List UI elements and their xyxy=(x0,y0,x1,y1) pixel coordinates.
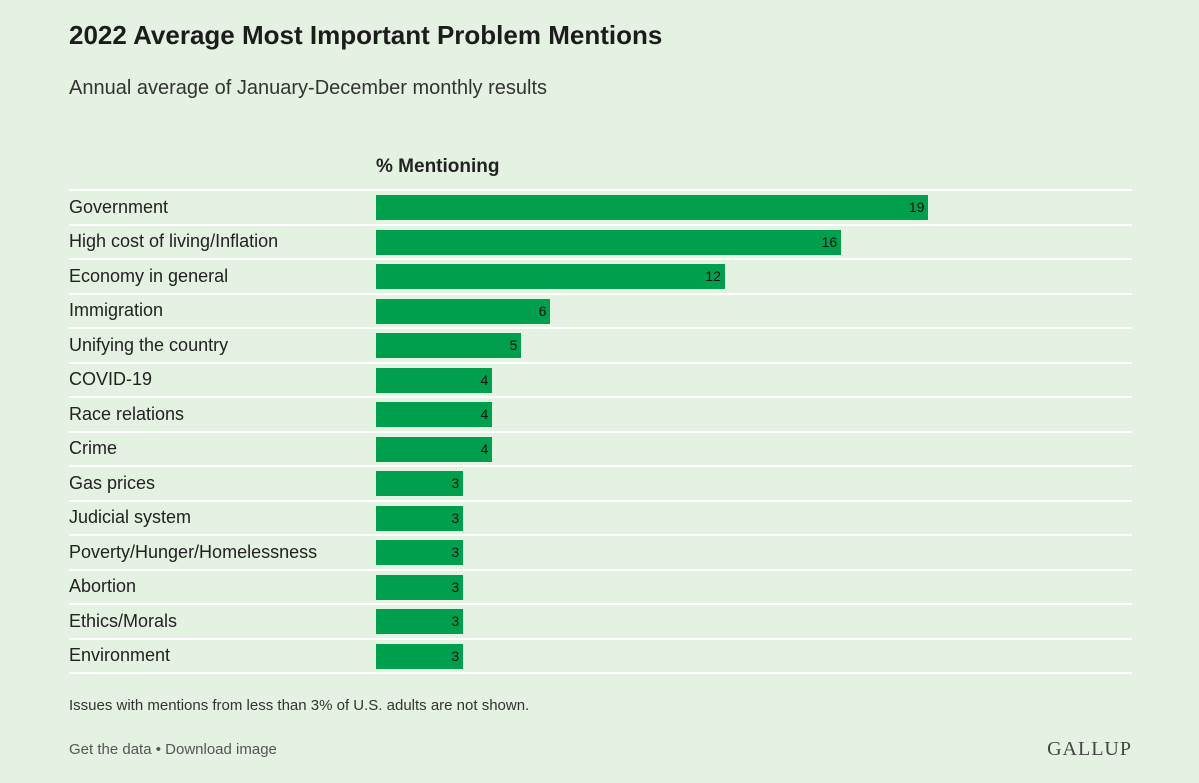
bar-value-label: 3 xyxy=(451,613,460,629)
category-label: Abortion xyxy=(69,576,137,597)
chart-row: Ethics/Morals 3 xyxy=(69,603,1132,638)
bar xyxy=(376,264,725,289)
category-label: Race relations xyxy=(69,403,185,424)
chart-row: Crime 4 xyxy=(69,430,1132,466)
bar-value-label: 19 xyxy=(908,199,925,215)
bar-value-label: 3 xyxy=(451,647,460,664)
value-column-header: % Mentioning xyxy=(376,156,500,177)
gallup-logo: GALLUP xyxy=(1047,738,1132,760)
category-label: Gas prices xyxy=(69,472,156,493)
bar-value-label: 3 xyxy=(451,578,460,595)
get-data-link[interactable]: Get the data xyxy=(69,741,152,758)
category-label: High cost of living/Inflation xyxy=(69,231,279,252)
category-label: Unifying the country xyxy=(69,334,229,355)
bar-value-label: 16 xyxy=(821,233,838,250)
bar xyxy=(376,574,464,600)
chart-row: COVID-19 4 xyxy=(69,361,1132,397)
footer-links: Get the data • Download image xyxy=(69,741,277,758)
bar xyxy=(376,229,842,255)
bar xyxy=(376,402,493,427)
chart-row: Economy in general 12 xyxy=(69,258,1132,293)
chart-subtitle: Annual average of January-December month… xyxy=(69,77,548,99)
category-label: Environment xyxy=(69,645,171,666)
bar-value-label: 4 xyxy=(480,371,489,388)
chart-row: Abortion 3 xyxy=(69,568,1132,604)
chart-title: 2022 Average Most Important Problem Ment… xyxy=(69,20,663,50)
category-label: Government xyxy=(69,196,169,217)
category-label: COVID-19 xyxy=(69,369,153,390)
chart-row: Environment 3 xyxy=(69,637,1132,673)
chart-row: Gas prices 3 xyxy=(69,465,1132,500)
category-label: Economy in general xyxy=(69,265,229,286)
chart-row: Race relations 4 xyxy=(69,396,1132,431)
bar xyxy=(376,609,464,634)
category-label: Ethics/Morals xyxy=(69,610,178,631)
bar-value-label: 6 xyxy=(538,302,547,319)
bar xyxy=(376,471,464,496)
chart-row: Government 19 xyxy=(69,189,1132,224)
bar-value-label: 12 xyxy=(705,268,721,284)
download-image-link[interactable]: Download image xyxy=(165,741,277,758)
chart-row: High cost of living/Inflation 16 xyxy=(69,223,1132,259)
bar xyxy=(376,505,464,531)
footer-separator: • xyxy=(151,741,166,758)
bar xyxy=(376,540,464,565)
chart-row: Immigration 6 xyxy=(69,292,1132,328)
bar-chart: Government 19 High cost of living/Inflatio… xyxy=(69,189,1132,674)
category-label: Judicial system xyxy=(69,507,192,528)
category-label: Immigration xyxy=(69,300,164,321)
chart-row: Unifying the country 5 xyxy=(69,327,1132,362)
bar-value-label: 3 xyxy=(451,509,460,526)
chart-row: Poverty/Hunger/Homelessness 3 xyxy=(69,534,1132,569)
category-label: Crime xyxy=(69,438,117,459)
category-label: Poverty/Hunger/Homelessness xyxy=(69,541,318,562)
bar-value-label: 3 xyxy=(451,544,460,560)
bar-value-label: 3 xyxy=(451,475,460,491)
bar xyxy=(376,333,522,358)
bar-value-label: 5 xyxy=(509,337,518,353)
chart-row: Judicial system 3 xyxy=(69,499,1132,535)
bar xyxy=(376,367,493,393)
chart-note: Issues with mentions from less than 3% o… xyxy=(69,697,530,714)
bar xyxy=(376,298,551,324)
bar xyxy=(376,436,493,462)
bar xyxy=(376,195,929,220)
bar-value-label: 4 xyxy=(480,440,489,457)
chart-bottom-rule xyxy=(69,672,1132,674)
bar-value-label: 4 xyxy=(480,406,489,422)
bar xyxy=(376,643,464,669)
